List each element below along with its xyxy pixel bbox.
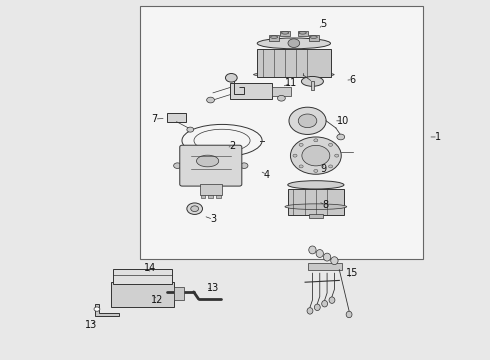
Text: 9: 9 <box>320 164 326 174</box>
Circle shape <box>314 170 318 172</box>
Circle shape <box>173 163 181 168</box>
Text: 3: 3 <box>210 215 216 224</box>
Bar <box>269 35 279 41</box>
Ellipse shape <box>322 301 328 307</box>
Bar <box>200 184 222 195</box>
Text: 1: 1 <box>435 132 441 142</box>
Circle shape <box>337 134 344 140</box>
Circle shape <box>329 143 333 146</box>
Circle shape <box>299 165 303 168</box>
Circle shape <box>187 127 194 132</box>
Ellipse shape <box>253 72 334 77</box>
Bar <box>271 87 291 96</box>
Ellipse shape <box>285 204 347 210</box>
Bar <box>288 189 344 215</box>
Text: 15: 15 <box>346 268 359 278</box>
Circle shape <box>187 203 202 215</box>
Text: 7: 7 <box>151 114 158 124</box>
Ellipse shape <box>331 257 338 265</box>
Circle shape <box>289 107 326 134</box>
Circle shape <box>329 165 333 168</box>
Circle shape <box>207 97 215 103</box>
Ellipse shape <box>288 181 344 189</box>
Bar <box>140 6 423 259</box>
Ellipse shape <box>301 76 323 86</box>
Ellipse shape <box>316 249 323 257</box>
Text: 6: 6 <box>349 75 356 85</box>
Ellipse shape <box>323 253 331 261</box>
Circle shape <box>94 307 100 311</box>
Ellipse shape <box>310 36 318 39</box>
Circle shape <box>240 163 248 168</box>
Ellipse shape <box>346 311 352 318</box>
Ellipse shape <box>309 246 316 254</box>
Circle shape <box>314 139 318 142</box>
Circle shape <box>288 39 300 48</box>
Circle shape <box>293 154 297 157</box>
Bar <box>167 113 186 122</box>
Circle shape <box>302 145 330 166</box>
Text: 14: 14 <box>144 263 156 273</box>
Circle shape <box>299 143 303 146</box>
Ellipse shape <box>307 308 313 314</box>
Circle shape <box>291 137 341 174</box>
Ellipse shape <box>329 297 335 303</box>
Bar <box>200 195 205 198</box>
Text: 11: 11 <box>285 78 297 88</box>
Polygon shape <box>95 304 119 316</box>
Text: 10: 10 <box>337 116 349 126</box>
Text: 2: 2 <box>230 141 236 151</box>
Ellipse shape <box>270 36 278 39</box>
Bar <box>308 263 342 270</box>
Ellipse shape <box>257 38 331 49</box>
Ellipse shape <box>315 304 320 311</box>
FancyBboxPatch shape <box>180 145 242 186</box>
Ellipse shape <box>196 155 219 167</box>
Text: 12: 12 <box>151 295 163 305</box>
Bar <box>257 49 331 77</box>
Text: 4: 4 <box>264 170 270 180</box>
Bar <box>297 31 308 36</box>
Text: 13: 13 <box>207 283 220 293</box>
Bar <box>311 81 314 90</box>
Bar <box>230 83 271 99</box>
Bar <box>174 287 184 300</box>
Circle shape <box>277 95 285 101</box>
Circle shape <box>191 206 198 212</box>
Circle shape <box>298 114 317 128</box>
Bar <box>216 195 221 198</box>
Bar <box>113 269 172 284</box>
Circle shape <box>225 73 237 82</box>
Bar <box>309 35 319 41</box>
Ellipse shape <box>281 32 289 34</box>
Text: 13: 13 <box>85 320 97 330</box>
Text: 8: 8 <box>322 200 329 210</box>
Bar <box>309 214 322 218</box>
Bar <box>111 282 174 307</box>
Circle shape <box>335 154 339 157</box>
Bar <box>208 195 213 198</box>
Bar <box>280 31 290 36</box>
Text: 5: 5 <box>320 19 326 29</box>
Ellipse shape <box>299 32 306 34</box>
